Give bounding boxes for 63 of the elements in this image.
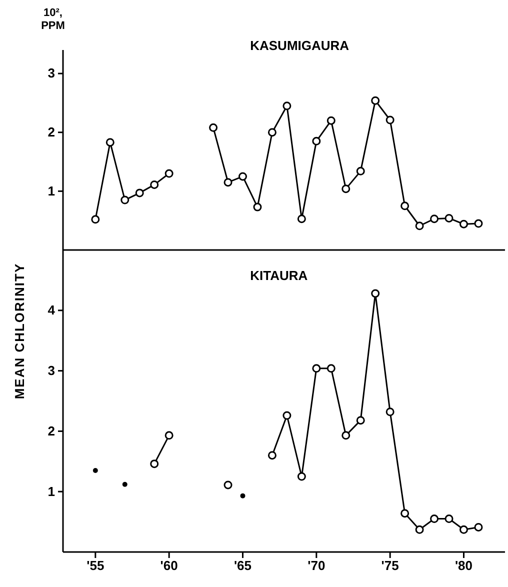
point: [400, 509, 410, 518]
point: [268, 128, 276, 137]
point: [400, 202, 410, 210]
point: [444, 214, 454, 222]
point: [342, 184, 350, 194]
point: [209, 123, 218, 132]
point: [253, 202, 262, 212]
point: [342, 431, 350, 440]
y-axis-title: 10², PPM: [41, 7, 65, 32]
y-tick-label: 3: [48, 362, 55, 378]
y-tick-label: 2: [48, 124, 55, 140]
point: [91, 215, 100, 224]
point: [240, 493, 246, 498]
point: [164, 169, 174, 178]
point: [106, 138, 114, 147]
y-tick-label: 3: [48, 66, 55, 81]
x-tick-label: '65: [234, 558, 252, 574]
point: [474, 219, 483, 228]
point: [297, 472, 306, 481]
y-tick-label: 1: [48, 183, 55, 198]
point: [150, 180, 159, 189]
y-tick-label: 2: [48, 423, 55, 438]
point: [371, 289, 380, 298]
point: [282, 411, 292, 420]
point: [224, 480, 232, 490]
point: [297, 214, 306, 224]
point: [92, 468, 98, 473]
point: [356, 416, 365, 425]
x-tick-label: '70: [308, 558, 326, 574]
point: [120, 196, 130, 204]
point: [430, 214, 439, 224]
point: [415, 222, 424, 230]
x-tick-label: '55: [86, 558, 104, 574]
point: [238, 172, 247, 181]
text: KITAURA: [250, 268, 308, 283]
x-tick-label: '60: [160, 558, 178, 574]
y-axis-title: MEAN CHLORINITY: [12, 262, 27, 400]
point: [371, 96, 380, 105]
y-tick-label: 1: [48, 484, 55, 499]
point: [122, 482, 128, 487]
point: [312, 136, 321, 146]
point: [135, 188, 144, 198]
chart-title: KASUMIGAURA: [250, 38, 350, 53]
point: [164, 431, 174, 440]
point: [386, 408, 394, 416]
point: [444, 514, 454, 524]
point: [430, 514, 439, 524]
point: [150, 460, 159, 468]
point: [459, 220, 468, 228]
point: [415, 525, 424, 534]
point: [312, 364, 321, 373]
point: [326, 364, 336, 373]
y-tick-label: 4: [48, 302, 56, 318]
point: [474, 522, 483, 532]
point: [282, 102, 292, 110]
point: [224, 178, 232, 187]
point: [326, 116, 336, 125]
point: [459, 525, 468, 534]
point: [386, 116, 394, 124]
x-tick-label: '75: [381, 558, 399, 574]
point: [268, 451, 276, 460]
x-tick-label: '80: [454, 558, 473, 574]
point: [356, 166, 365, 176]
